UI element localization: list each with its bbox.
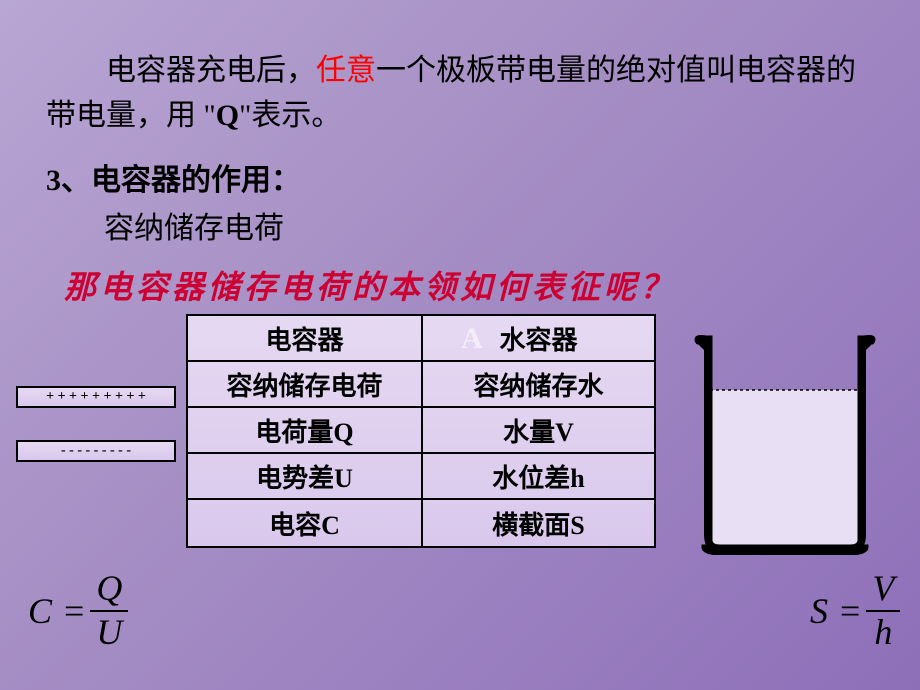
formula2-den: h [868,612,898,652]
formula2-lhs: S [810,590,834,632]
cell-volume-v: 水量V [421,408,654,452]
formula-capacitance: C = Q U [28,570,128,652]
rhetorical-question: 那电容器储存电荷的本领如何表征呢？ [64,262,676,308]
capacitor-plates-diagram: + + + + + + + + + - - - - - - - - - [16,386,176,462]
para1-q: Q [216,99,239,132]
ghost-a: A [461,322,483,356]
cell-store-charge: 容纳储存电荷 [188,362,421,406]
cell-height-h: 水位差h [421,454,654,498]
table-row: 容纳储存电荷 容纳储存水 [188,362,654,408]
cell-potential-u: 电势差U [188,454,421,498]
para1-renyi: 任意 [316,54,376,87]
cell-cross-section-s: 横截面S [421,500,654,546]
paragraph-charge-definition: 电容器充电后，任意一个极板带电量的绝对值叫电容器的带电量，用 "Q"表示。 [46,48,880,138]
equals-sign: = [834,590,866,632]
para1-post: "表示。 [239,99,341,132]
plate-gap [16,408,176,440]
section-3-subtext: 容纳储存电荷 [104,203,284,247]
formula-cross-section: S = V h [810,570,900,652]
beaker-diagram [690,330,880,555]
table-row: 电荷量Q 水量V [188,408,654,454]
formula1-fraction: Q U [90,570,128,652]
cell-capacitor: 电容器 [188,316,421,360]
formula2-num: V [866,570,900,612]
plate-negative: - - - - - - - - - [16,440,176,462]
table-row: 电容C 横截面S [188,500,654,546]
plate-positive: + + + + + + + + + [16,386,176,408]
section-3-heading: 3、电容器的作用： [46,155,301,199]
formula1-lhs: C [28,590,58,632]
equals-sign: = [58,590,90,632]
formula1-den: U [90,612,128,652]
cell-capacitance-c: 电容C [188,500,421,546]
cell-water-container: A 水容器 [421,316,654,360]
table-row: 电势差U 水位差h [188,454,654,500]
comparison-table: 电容器 A 水容器 容纳储存电荷 容纳储存水 电荷量Q 水量V 电势差U 水位差… [186,314,656,548]
formula1-num: Q [90,570,128,612]
para1-pre: 电容器充电后， [46,54,316,87]
cell-charge-q: 电荷量Q [188,408,421,452]
cell-store-water: 容纳储存水 [421,362,654,406]
table-row: 电容器 A 水容器 [188,316,654,362]
formula2-fraction: V h [866,570,900,652]
cell-water-label: 水容器 [499,320,577,357]
